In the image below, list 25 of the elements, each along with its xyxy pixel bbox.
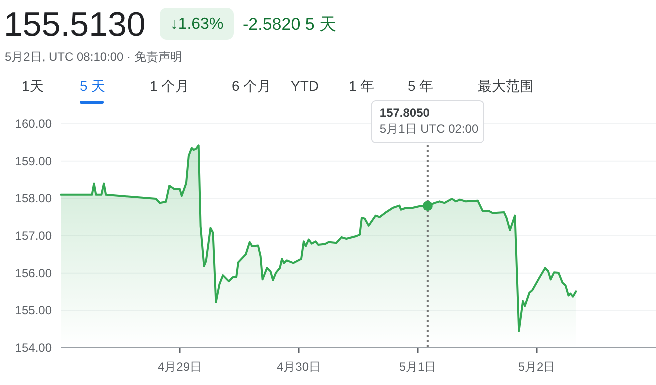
annotation: YTD: [291, 78, 319, 94]
y-tick-label: 155.00: [15, 304, 52, 318]
y-tick-label: 158.00: [15, 192, 52, 206]
y-tick-label: 157.00: [15, 229, 52, 243]
x-tick-label: 5月1日: [399, 360, 437, 374]
annotation: 6 个月: [232, 78, 272, 94]
subtitle: 5月2日, UTC 08:10:00 · 免责声明: [5, 50, 182, 64]
x-tick-label: 5月2日: [518, 360, 556, 374]
x-tick-label: 4月30日: [276, 360, 322, 374]
y-tick-label: 160.00: [15, 117, 52, 131]
x-tick-label: 4月29日: [158, 360, 202, 374]
ref-line-label: 157.8050 5月1日 UTC 02:00: [380, 106, 479, 136]
title: 155.5130: [4, 6, 146, 44]
annotation: 1 年: [349, 78, 375, 94]
y-tick-label: 154.00: [15, 341, 52, 355]
annotation: 最大范围: [478, 78, 534, 94]
annotation: ↓1.63%: [170, 16, 224, 33]
y-tick-label: 156.00: [15, 266, 52, 280]
ref-label: 157.8050 5月1日 UTC 02:00: [371, 100, 484, 144]
annotation: 5 天: [80, 78, 106, 94]
annotation: 1 个月: [150, 78, 190, 94]
y-tick-label: 159.00: [15, 154, 52, 168]
annotation: -2.5820 5 天: [243, 15, 337, 34]
annotation: 1天: [22, 78, 44, 94]
annotation: 5 年: [408, 78, 434, 94]
